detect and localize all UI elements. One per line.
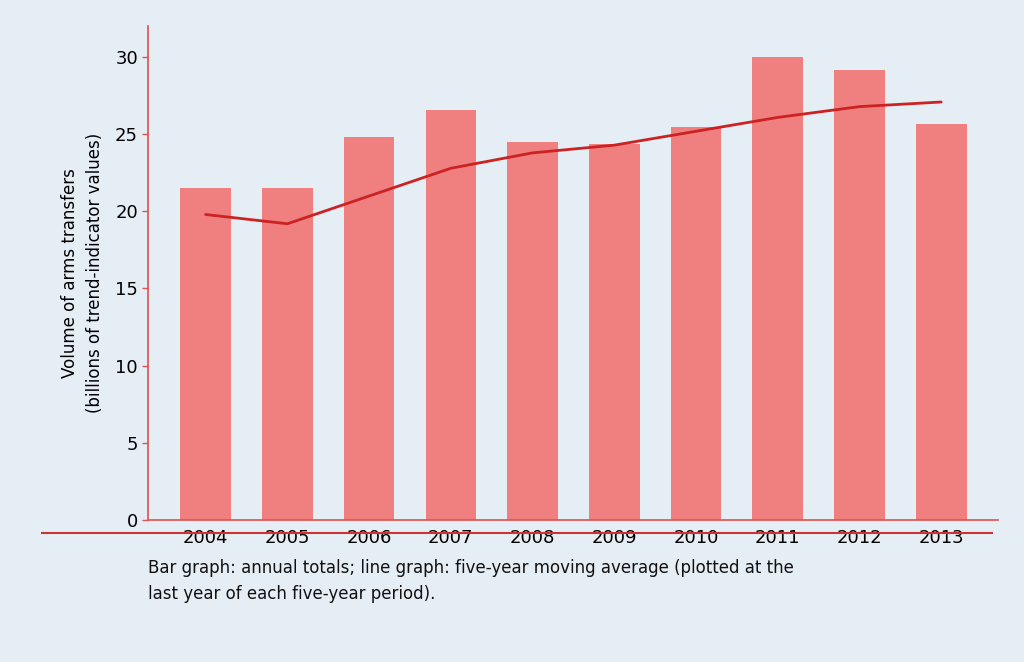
Y-axis label: Volume of arms transfers
(billions of trend-indicator values): Volume of arms transfers (billions of tr… [61, 133, 104, 413]
Bar [507, 142, 558, 520]
Bar [915, 124, 967, 520]
Bar [589, 144, 640, 520]
Bar [426, 110, 476, 520]
Bar [753, 58, 803, 520]
Bar [671, 126, 721, 520]
Bar [262, 188, 312, 520]
Bar [180, 188, 231, 520]
Bar [344, 138, 394, 520]
Text: Bar graph: annual totals; line graph: five-year moving average (plotted at the
l: Bar graph: annual totals; line graph: fi… [148, 559, 795, 603]
Bar [835, 70, 885, 520]
